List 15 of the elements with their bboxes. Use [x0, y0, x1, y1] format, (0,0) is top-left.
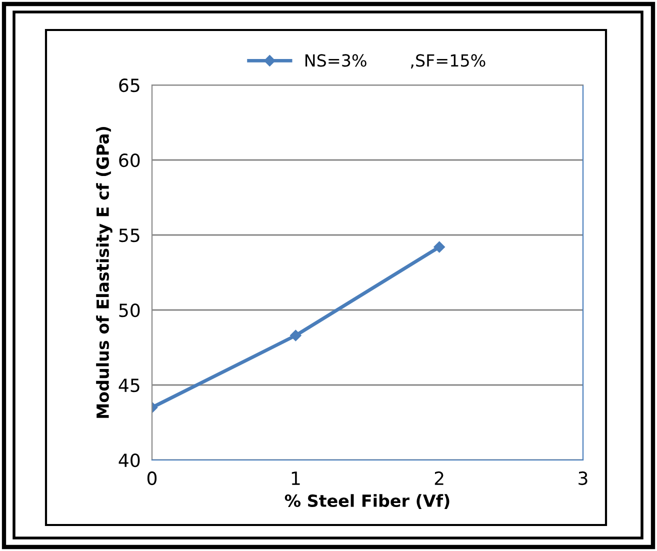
y-tick-label: 55 — [119, 228, 140, 242]
legend-label: NS=3% ,SF=15% — [305, 54, 486, 68]
y-tick-label: 45 — [118, 378, 140, 392]
y-tick-label: 60 — [119, 153, 140, 168]
y-tick-label: 65 — [119, 78, 140, 92]
y-tick-label: 40 — [118, 453, 140, 468]
x-tick-label: 3 — [578, 471, 588, 486]
point — [290, 330, 302, 342]
y-tick-label: 50 — [119, 303, 140, 318]
x-tick-label: 2 — [434, 471, 444, 485]
x-axis-title: % Steel Fiber (Vf) — [284, 494, 450, 510]
point — [434, 241, 445, 253]
y-axis-title: Modulus of Elastisity E cf (GPa) — [96, 126, 112, 418]
x-tick-label: 1 — [292, 472, 300, 485]
x-tick-label: 0 — [147, 471, 157, 486]
